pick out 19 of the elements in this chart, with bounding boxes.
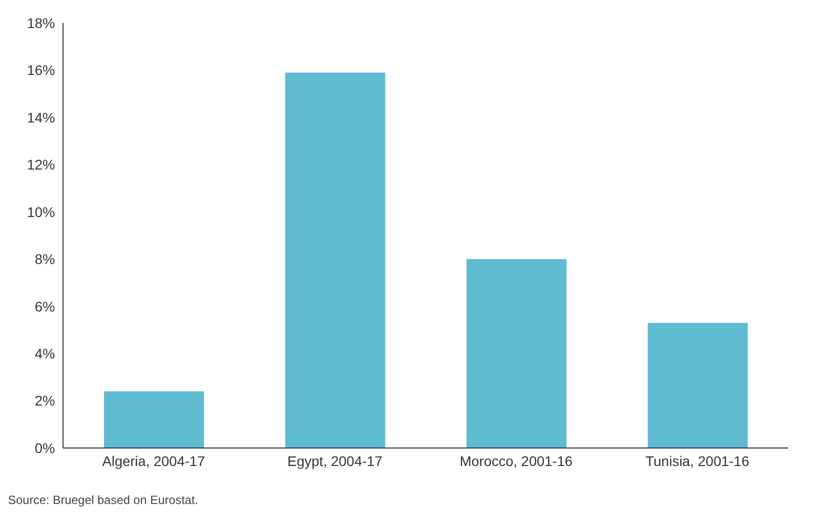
y-tick-label: 4% — [34, 346, 55, 362]
y-tick-label: 12% — [26, 156, 55, 173]
source-note: Source: Bruegel based on Eurostat. — [8, 493, 200, 507]
y-tick-label: 8% — [34, 251, 55, 268]
x-tick-label: Algeria, 2004-17 — [102, 452, 206, 469]
x-tick-label: Morocco, 2001-16 — [460, 452, 573, 469]
y-tick-label: 6% — [34, 298, 55, 314]
bar — [104, 391, 204, 448]
bar — [466, 259, 566, 448]
bar — [285, 72, 386, 448]
y-tick-label: 14% — [26, 109, 55, 126]
x-tick-label: Egypt, 2004-17 — [287, 452, 383, 469]
bar — [648, 322, 748, 448]
y-tick-label: 2% — [34, 392, 55, 409]
x-tick-label: Tunisia, 2001-16 — [645, 452, 750, 469]
y-tick-label: 18% — [26, 14, 55, 31]
y-tick-label: 16% — [26, 62, 55, 78]
y-tick-label: 0% — [34, 440, 55, 456]
y-tick-label: 10% — [26, 204, 55, 220]
